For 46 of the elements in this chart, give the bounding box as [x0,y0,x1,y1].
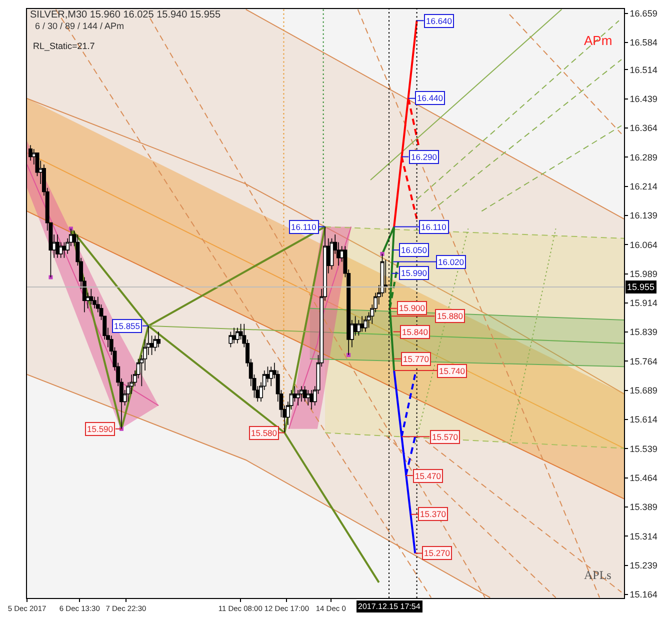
annotation: 15.590 [87,424,114,434]
annotation: 16.050 [401,245,428,255]
y-tick-label: 15.764 [630,356,658,366]
annotation: 15.855 [114,321,140,331]
ref-line-label: 2017.12.15 17:54 [358,602,421,611]
annotation: 15.370 [420,509,446,519]
y-tick-label: 16.064 [630,240,658,250]
annotation: APm [584,33,612,48]
y-tick-label: 16.364 [630,123,658,134]
annotation: 15.900 [399,303,426,313]
y-tick-label: 16.139 [630,210,658,221]
text: 6 / 30 / 89 / 144 / APm [35,21,124,31]
y-tick-label: 15.839 [630,327,658,338]
annotation: 15.270 [424,548,450,558]
y-tick-label: 15.539 [630,444,658,454]
y-tick-label: 16.659 [630,8,658,18]
annotation: 16.440 [417,93,444,103]
y-tick-label: 15.689 [630,386,658,396]
y-tick-label: 16.214 [630,181,658,192]
y-tick-label: 15.164 [630,590,658,600]
annotation: 16.110 [421,222,447,232]
annotation: 16.290 [411,152,438,162]
y-tick-label: 16.439 [630,94,658,104]
y-tick-label: 15.314 [630,531,658,542]
y-tick-label: 15.989 [630,268,658,279]
annotation: 15.740 [439,366,466,376]
y-tick-label: 15.614 [630,414,658,425]
annotation: 16.020 [438,257,464,267]
annotation: 16.640 [426,16,452,26]
annotation: 15.570 [432,432,458,442]
annotation: 15.880 [437,311,464,321]
y-tick-label: 16.584 [630,38,658,48]
y-tick-label: 15.389 [630,502,658,512]
y-tick-label: 16.514 [630,64,658,75]
annotation: 15.840 [402,327,428,337]
annotation: 15.470 [415,471,442,481]
ref-line-label: 15.955 [627,282,655,292]
annotation: 16.110 [291,222,317,232]
annotation: 15.770 [403,354,430,364]
y-tick-label: 16.289 [630,152,658,162]
y-tick-label: 15.914 [630,298,658,308]
y-tick-label: 15.464 [630,473,658,484]
chart-title: SILVER,M30 15.960 16.025 15.940 15.955 [30,10,221,20]
annotation: 15.580 [251,428,278,438]
y-tick-label: 15.239 [630,560,658,570]
annotation: 15.990 [401,268,428,278]
